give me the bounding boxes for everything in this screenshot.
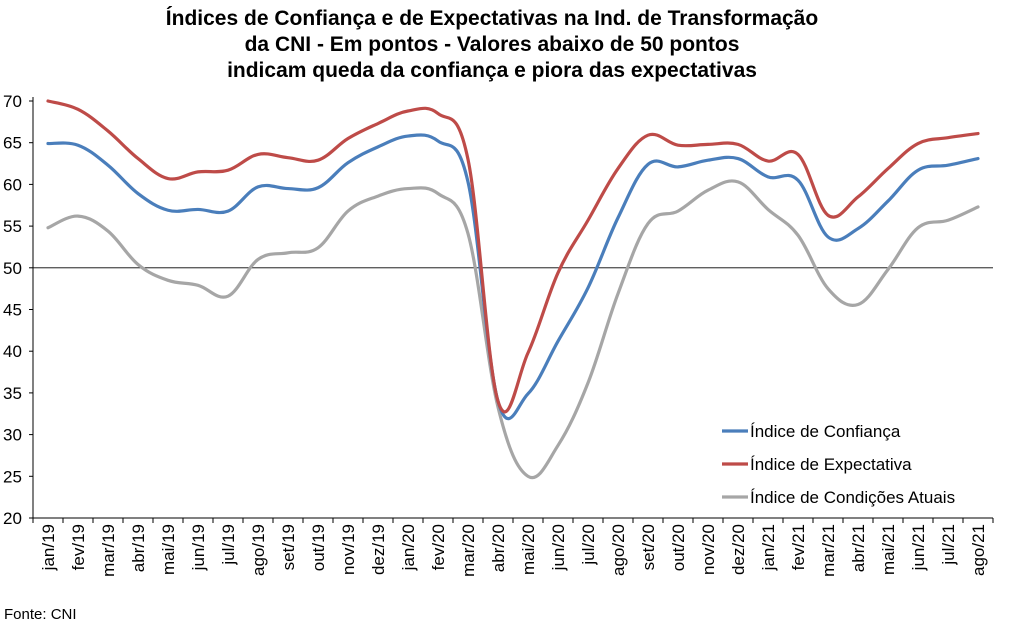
x-tick-label: mar/19 — [99, 524, 118, 577]
x-tick-label: set/20 — [639, 524, 658, 570]
x-tick-label: ago/20 — [609, 524, 628, 576]
x-tick-label: nov/20 — [699, 524, 718, 575]
series-line-1 — [46, 99, 980, 414]
series-line-2 — [46, 179, 980, 480]
x-tick-label: abr/20 — [489, 524, 508, 572]
x-tick-label: fev/21 — [789, 524, 808, 570]
chart-series — [46, 99, 980, 480]
x-tick-label: jun/20 — [549, 524, 568, 571]
x-tick-label: ago/19 — [249, 524, 268, 576]
y-tick-label: 20 — [3, 509, 22, 528]
x-tick-label: jan/19 — [39, 524, 58, 571]
y-tick-label: 35 — [3, 384, 22, 403]
series-line-0 — [46, 133, 980, 421]
x-tick-label: nov/19 — [339, 524, 358, 575]
chart-legend: Índice de Confiança Índice de Expectativa… — [722, 422, 955, 507]
x-tick-label: mai/19 — [159, 524, 178, 575]
x-tick-label: jun/21 — [909, 524, 928, 571]
chart-title-line-1: Índices de Confiança e de Expectativas n… — [166, 7, 818, 30]
x-tick-label: out/19 — [309, 524, 328, 571]
chart-title-line-3: indicam queda da confiança e piora das e… — [227, 59, 757, 82]
chart-title-line-2: da CNI - Em pontos - Valores abaixo de 5… — [245, 33, 740, 56]
x-tick-label: ago/21 — [969, 524, 988, 576]
x-tick-label: jan/21 — [759, 524, 778, 571]
x-tick-label: out/20 — [669, 524, 688, 571]
x-tick-label: jul/20 — [579, 524, 598, 566]
x-tick-label: dez/19 — [369, 524, 388, 575]
x-tick-label: set/19 — [279, 524, 298, 570]
source-note: Fonte: CNI — [4, 606, 77, 623]
x-tick-label: fev/19 — [69, 524, 88, 570]
y-tick-label: 55 — [3, 217, 22, 236]
y-tick-label: 70 — [3, 92, 22, 111]
chart-title: Índices de Confiança e de Expectativas n… — [166, 7, 818, 82]
x-tick-label: dez/20 — [729, 524, 748, 575]
x-tick-label: abr/21 — [849, 524, 868, 572]
x-axis-ticks: jan/19 fev/19 mar/19 abr/19 mai/19 jun/19 jul/… — [32, 518, 994, 577]
x-tick-label: mar/21 — [819, 524, 838, 577]
x-tick-label: mai/21 — [879, 524, 898, 575]
y-tick-label: 40 — [3, 342, 22, 361]
x-tick-label: abr/19 — [129, 524, 148, 572]
x-tick-label: fev/20 — [429, 524, 448, 570]
x-tick-label: mar/20 — [459, 524, 478, 577]
x-tick-label: jun/19 — [189, 524, 208, 571]
legend-label-1: Índice de Expectativa — [750, 455, 912, 474]
y-tick-label: 30 — [3, 426, 22, 445]
y-tick-label: 25 — [3, 467, 22, 486]
y-tick-label: 65 — [3, 134, 22, 153]
legend-label-0: Índice de Confiança — [750, 422, 901, 441]
legend-label-2: Índice de Condições Atuais — [750, 488, 955, 507]
y-axis-ticks: 20 25 30 35 40 45 50 55 60 65 70 — [3, 92, 33, 528]
x-tick-label: mai/20 — [519, 524, 538, 575]
x-tick-label: jul/19 — [219, 524, 238, 566]
x-tick-label: jan/20 — [399, 524, 418, 571]
y-tick-label: 60 — [3, 175, 22, 194]
y-tick-label: 50 — [3, 259, 22, 278]
y-tick-label: 45 — [3, 301, 22, 320]
x-tick-label: jul/21 — [939, 524, 958, 566]
